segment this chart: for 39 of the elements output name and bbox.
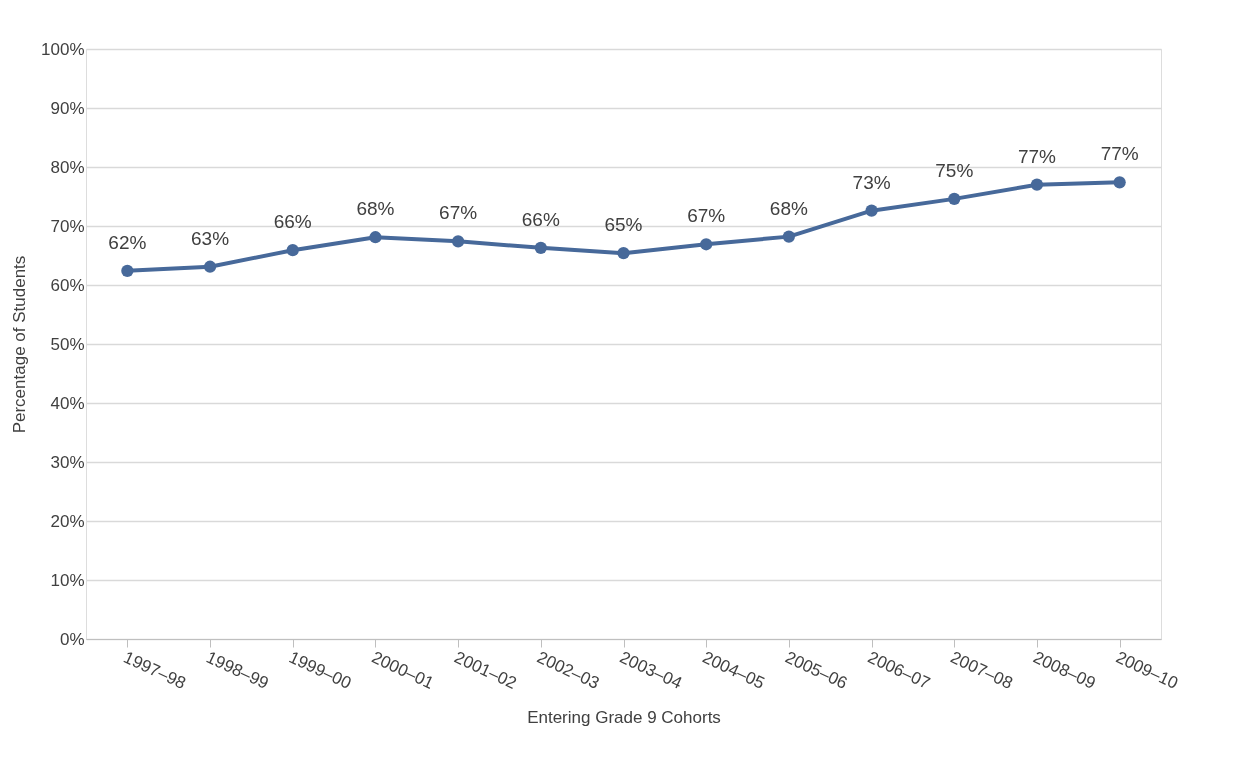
y-tick-label: 50% [50, 334, 85, 354]
data-label: 63% [191, 227, 230, 249]
data-label: 77% [1100, 143, 1139, 165]
x-axis-title: Entering Grade 9 Cohorts [527, 707, 721, 727]
data-label: 77% [1017, 145, 1057, 167]
y-tick-label: 100% [41, 39, 85, 59]
point [369, 231, 382, 244]
data-label: 73% [852, 171, 891, 193]
y-tick-label: 0% [59, 629, 85, 649]
data-label: 67% [439, 202, 478, 224]
point [203, 260, 217, 273]
point [451, 235, 465, 248]
point [617, 247, 630, 260]
data-label: 62% [108, 231, 147, 253]
point [700, 238, 713, 251]
y-axis-title: Percentage of Students [10, 255, 30, 434]
point [121, 264, 134, 277]
y-tick-label: 30% [50, 452, 85, 472]
y-tick-label: 60% [50, 275, 85, 295]
data-label: 68% [769, 197, 808, 219]
y-tick-label: 90% [50, 98, 85, 118]
data-label: 66% [273, 211, 312, 233]
data-label: 65% [604, 214, 643, 236]
point [782, 230, 796, 243]
data-label: 68% [356, 198, 395, 220]
point [1030, 178, 1044, 191]
point [948, 192, 961, 205]
data-label: 67% [687, 205, 726, 227]
y-tick-label: 80% [50, 157, 85, 177]
data-label: 66% [521, 208, 560, 230]
point [1113, 176, 1126, 189]
y-tick-label: 10% [50, 570, 85, 590]
point [534, 241, 547, 254]
y-tick-label: 40% [50, 393, 85, 413]
point [286, 244, 299, 257]
data-label: 75% [935, 159, 974, 181]
y-tick-label: 70% [50, 216, 85, 236]
y-tick-label: 20% [50, 511, 85, 531]
point [865, 204, 878, 217]
